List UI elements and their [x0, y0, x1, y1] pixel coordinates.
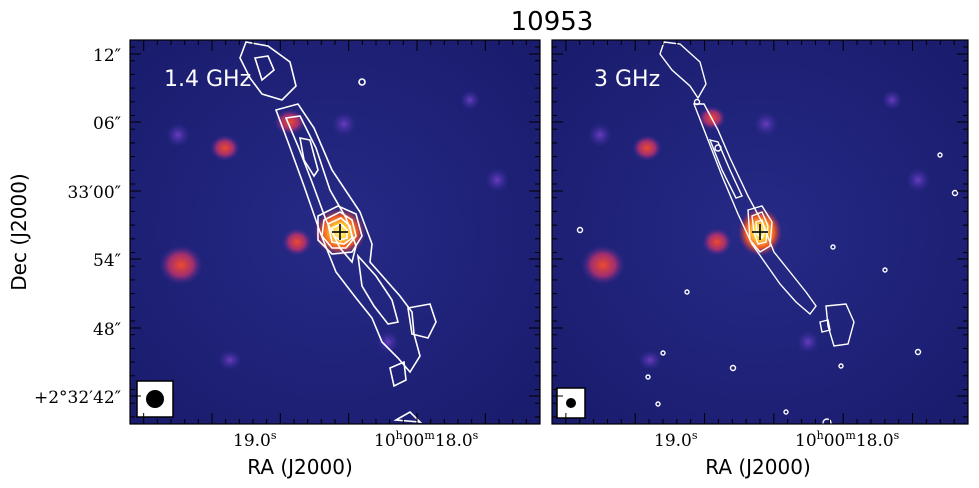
figure-title: 10953	[511, 7, 594, 37]
ra-tick-label: 10h00m18.0s	[374, 429, 479, 451]
dec-tick-label: +2°32′42″	[34, 388, 121, 408]
axis-ticks	[130, 40, 968, 424]
background-sources	[581, 90, 930, 370]
position-cross	[752, 224, 768, 240]
background-sources	[159, 90, 509, 370]
ra-tick-label: 10h00m18.0s	[795, 429, 900, 451]
beam-icon	[566, 398, 576, 408]
beam-box-1-4ghz	[136, 380, 174, 418]
ra-tick-labels-left: 19.0s 10h00m18.0s	[233, 429, 479, 451]
beam-box-3ghz	[556, 387, 586, 419]
y-axis-label: Dec (J2000)	[7, 173, 31, 290]
panel-3ghz: 3 GHz	[552, 40, 968, 424]
panel-label-1-4ghz: 1.4 GHz	[164, 67, 251, 92]
radio-contours	[576, 41, 959, 424]
ra-tick-labels-right: 19.0s 10h00m18.0s	[654, 429, 900, 451]
panel-1-4ghz: 1.4 GHz	[130, 40, 540, 424]
x-axis-label-right: RA (J2000)	[705, 455, 811, 479]
beam-icon	[146, 390, 164, 408]
dec-tick-label: 48″	[93, 320, 121, 340]
radio-contours	[239, 41, 437, 423]
dec-tick-label: 06″	[93, 114, 121, 134]
dec-tick-label: 33′00″	[68, 183, 121, 203]
position-cross	[332, 224, 348, 240]
x-axis-label-left: RA (J2000)	[247, 455, 353, 479]
dec-tick-label: 54″	[93, 251, 121, 271]
dec-tick-labels: 12″ 06″ 33′00″ 54″ 48″ +2°32′42″	[34, 46, 121, 408]
panel-label-3ghz: 3 GHz	[594, 67, 660, 92]
dec-tick-label: 12″	[93, 46, 121, 66]
ra-tick-label: 19.0s	[654, 429, 698, 451]
ra-tick-label: 19.0s	[233, 429, 277, 451]
